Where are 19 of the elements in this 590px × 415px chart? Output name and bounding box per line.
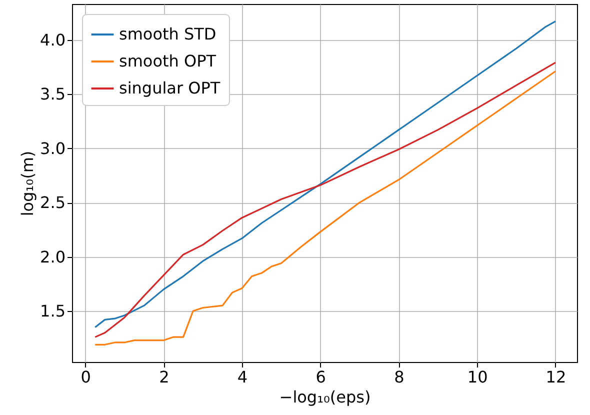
x-tick-label: 2 (159, 368, 170, 386)
legend-label: smooth OPT (119, 52, 216, 70)
x-axis-title: −log₁₀(eps) (279, 388, 371, 406)
x-tick-label: 4 (237, 368, 248, 386)
legend-label: singular OPT (119, 78, 220, 98)
y-axis-title: log₁₀(m) (18, 150, 38, 216)
x-tick-label: 6 (316, 368, 326, 386)
y-tick-label: 1.5 (40, 302, 66, 321)
y-tick-label: 2.5 (40, 193, 66, 212)
line-series (94, 20, 556, 328)
y-tick-label: 3.0 (40, 138, 66, 158)
y-tick-label: 2.0 (40, 247, 66, 266)
legend-label: smooth STD (119, 24, 216, 44)
x-tick-label: 8 (394, 368, 404, 386)
x-tick-label: 12 (546, 368, 566, 386)
x-tick-label: 10 (467, 368, 488, 386)
y-tick-label: 4.0 (40, 30, 66, 50)
x-tick-label: 0 (80, 368, 91, 386)
y-tick-label: 3.5 (40, 84, 66, 104)
